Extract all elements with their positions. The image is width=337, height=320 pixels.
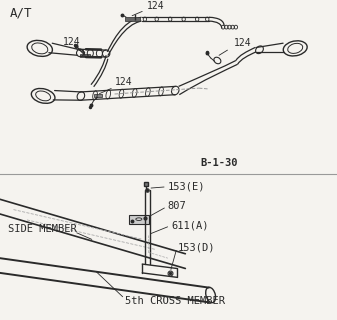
Text: 124: 124 — [147, 1, 165, 11]
Text: 124: 124 — [234, 38, 252, 48]
Text: 5th CROSS MEMBER: 5th CROSS MEMBER — [125, 296, 225, 306]
Text: 153(E): 153(E) — [168, 182, 205, 192]
FancyBboxPatch shape — [129, 215, 149, 224]
Text: A/T: A/T — [10, 7, 33, 20]
Text: SIDE MEMBER: SIDE MEMBER — [8, 224, 77, 234]
Text: 153(D): 153(D) — [178, 243, 215, 252]
Bar — [94, 94, 102, 97]
Text: B-1-30: B-1-30 — [200, 158, 238, 168]
Bar — [80, 54, 90, 57]
FancyBboxPatch shape — [125, 17, 140, 20]
Text: 124: 124 — [115, 77, 133, 87]
Text: 124: 124 — [63, 37, 81, 47]
Text: 807: 807 — [168, 201, 187, 212]
Text: 611(A): 611(A) — [171, 220, 209, 230]
